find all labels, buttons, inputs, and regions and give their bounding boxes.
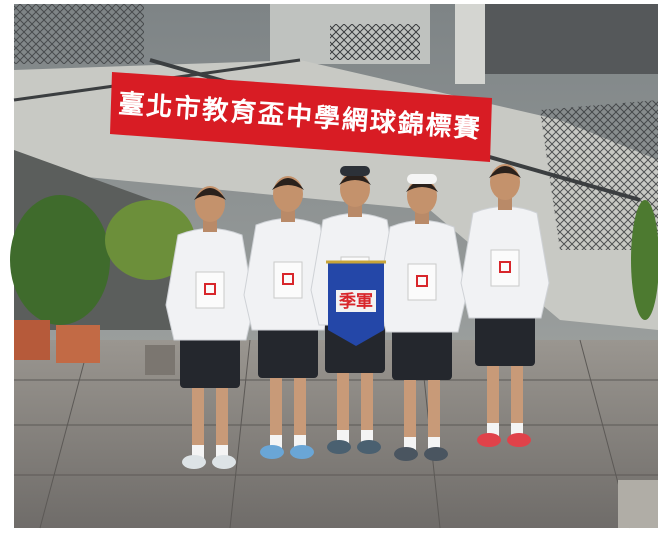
- shoe: [507, 433, 531, 447]
- certificate: [490, 249, 520, 287]
- shoe: [424, 447, 448, 461]
- potted-plants: [10, 195, 658, 375]
- cap: [340, 166, 370, 176]
- pennant-label: [336, 290, 376, 312]
- certificate-seal: [282, 273, 294, 285]
- leg: [216, 380, 228, 460]
- concrete-block: [618, 480, 658, 528]
- shoe: [260, 445, 284, 459]
- shoe: [182, 455, 206, 469]
- leg: [428, 372, 440, 452]
- dark-structure: [485, 4, 658, 74]
- shoe: [477, 433, 501, 447]
- certificate-seal: [204, 283, 216, 295]
- leg: [404, 372, 416, 452]
- leg: [511, 358, 523, 438]
- certificate-seal: [499, 261, 511, 273]
- certificate: [273, 261, 303, 299]
- hair: [489, 166, 521, 178]
- leg: [361, 365, 373, 445]
- banner-cloth: [110, 72, 492, 162]
- stair-railing: [540, 100, 658, 250]
- leg: [487, 358, 499, 438]
- cap: [407, 174, 437, 184]
- certificate-seal: [416, 275, 428, 287]
- shorts: [180, 330, 240, 388]
- leg: [337, 365, 349, 445]
- shorts: [258, 320, 318, 378]
- shoe: [290, 445, 314, 459]
- shorts: [475, 308, 535, 366]
- leg: [192, 380, 204, 460]
- railing-mesh: [330, 24, 420, 60]
- pennant-text: 季軍: [339, 291, 373, 312]
- leg: [294, 370, 306, 450]
- pillar: [455, 4, 485, 84]
- shorts: [392, 322, 452, 380]
- pennant: 季軍: [326, 260, 386, 346]
- shoe: [212, 455, 236, 469]
- hair: [194, 188, 226, 200]
- certificate: [407, 263, 437, 301]
- floor-joints: [14, 339, 658, 529]
- shoe: [357, 440, 381, 454]
- shoe: [327, 440, 351, 454]
- shoe: [394, 447, 418, 461]
- certificate: [195, 271, 225, 309]
- hair: [272, 178, 304, 190]
- photo: 臺北市教育盃中學網球錦標賽 季軍: [10, 4, 658, 529]
- banner: 臺北市教育盃中學網球錦標賽: [110, 72, 492, 162]
- railing-mesh: [14, 4, 144, 64]
- leg: [270, 370, 282, 450]
